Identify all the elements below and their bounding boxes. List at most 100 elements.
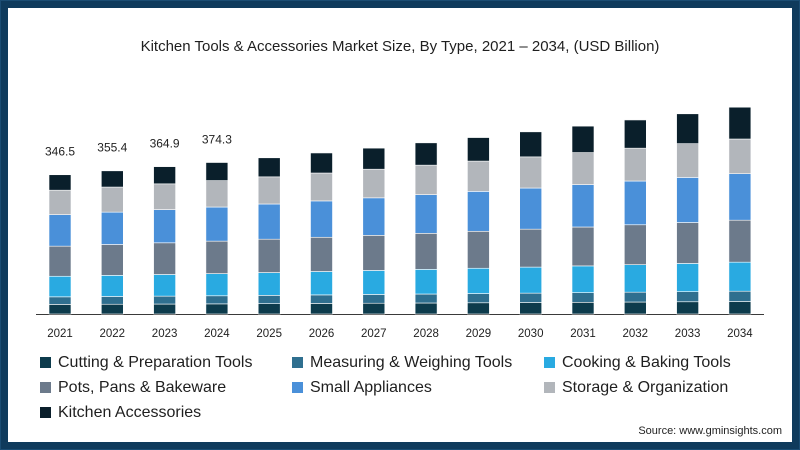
- bar-segment-small-appliances-2024: [205, 206, 229, 242]
- bar-segment-cutting-preparation-tools-2029: [467, 302, 490, 315]
- x-tick-label: 2023: [152, 328, 178, 340]
- source-note: Source: www.gminsights.com: [638, 425, 782, 437]
- bar-segment-small-appliances-2028: [414, 194, 438, 234]
- bar-segment-cooking-baking-tools-2031: [571, 265, 595, 293]
- x-tick-label: 2029: [466, 328, 492, 340]
- legend-swatch: [292, 382, 303, 393]
- bar-segment-pots-pans-bakeware-2031: [571, 226, 595, 267]
- bar-segment-cutting-preparation-tools-2026: [310, 303, 333, 315]
- legend-label: Pots, Pans & Bakeware: [58, 378, 227, 396]
- bar-segment-cooking-baking-tools-2034: [728, 261, 752, 292]
- bar-segment-kitchen-accessories-2031: [571, 125, 595, 153]
- bar-segment-kitchen-accessories-2022: [101, 170, 124, 188]
- x-tick-label: 2027: [361, 328, 387, 340]
- bar-segment-cooking-baking-tools-2026: [310, 271, 333, 296]
- total-data-label: 374.3: [202, 132, 232, 146]
- bar-segment-measuring-weighing-tools-2021: [48, 296, 72, 305]
- bar-segment-kitchen-accessories-2026: [310, 152, 333, 174]
- bar-segment-kitchen-accessories-2027: [362, 147, 386, 170]
- legend-item: Kitchen Accessories: [40, 402, 292, 423]
- bar-segment-cutting-preparation-tools-2028: [414, 302, 438, 315]
- bar-segment-cooking-baking-tools-2022: [101, 275, 124, 297]
- bar-segment-measuring-weighing-tools-2028: [414, 293, 438, 304]
- x-tick-label: 2022: [100, 328, 126, 340]
- bar-segment-pots-pans-bakeware-2034: [728, 219, 752, 263]
- chart-panel: Kitchen Tools & Accessories Market Size,…: [8, 8, 792, 442]
- bar-segment-kitchen-accessories-2030: [519, 131, 543, 158]
- bar-segment-storage-organization-2031: [571, 152, 595, 185]
- legend-swatch: [544, 357, 555, 368]
- bar-segment-cooking-baking-tools-2029: [467, 267, 490, 294]
- legend-swatch: [292, 357, 303, 368]
- legend-item: Pots, Pans & Bakeware: [40, 377, 292, 398]
- bar-segment-storage-organization-2021: [48, 189, 72, 215]
- bar-segment-cooking-baking-tools-2027: [362, 270, 386, 295]
- legend-item: Small Appliances: [292, 377, 544, 398]
- bar-segment-kitchen-accessories-2034: [728, 106, 752, 140]
- legend-item: Cooking & Baking Tools: [544, 352, 780, 373]
- legend-item: Measuring & Weighing Tools: [292, 352, 544, 373]
- bar-segment-cutting-preparation-tools-2021: [48, 304, 72, 315]
- bar-segment-cutting-preparation-tools-2023: [153, 303, 176, 315]
- legend-item: Cutting & Preparation Tools: [40, 352, 292, 373]
- bar-segment-measuring-weighing-tools-2025: [257, 295, 281, 304]
- legend-swatch: [40, 382, 51, 393]
- bar-segment-small-appliances-2033: [676, 177, 699, 223]
- chart-legend: Cutting & Preparation Tools Measuring & W…: [40, 352, 780, 423]
- bar-segment-cooking-baking-tools-2023: [153, 274, 176, 297]
- x-tick-label: 2034: [727, 328, 753, 340]
- bar-segment-measuring-weighing-tools-2024: [205, 295, 229, 305]
- x-tick-label: 2024: [204, 328, 230, 340]
- bar-segment-measuring-weighing-tools-2026: [310, 294, 333, 304]
- bar-segment-pots-pans-bakeware-2025: [257, 238, 281, 273]
- bar-segment-small-appliances-2027: [362, 197, 386, 236]
- bar-segment-cutting-preparation-tools-2025: [257, 303, 281, 315]
- bar-segment-small-appliances-2025: [257, 203, 281, 240]
- bar-segment-cutting-preparation-tools-2024: [205, 303, 229, 315]
- bar-segment-kitchen-accessories-2032: [623, 119, 647, 149]
- bar-segment-storage-organization-2026: [310, 172, 333, 202]
- bar-segment-small-appliances-2029: [467, 191, 490, 232]
- total-data-label: 346.5: [45, 145, 75, 159]
- bar-segment-small-appliances-2023: [153, 209, 176, 244]
- total-data-label: 364.9: [150, 136, 180, 150]
- bar-segment-cooking-baking-tools-2028: [414, 269, 438, 295]
- bar-segment-storage-organization-2025: [257, 176, 281, 205]
- legend-label: Small Appliances: [310, 378, 432, 396]
- bar-segment-small-appliances-2031: [571, 184, 595, 228]
- bar-segment-kitchen-accessories-2029: [467, 137, 490, 162]
- bar-segment-pots-pans-bakeware-2027: [362, 235, 386, 271]
- bar-segment-pots-pans-bakeware-2030: [519, 228, 543, 268]
- bar-segment-storage-organization-2024: [205, 180, 229, 208]
- bar-segment-kitchen-accessories-2023: [153, 166, 176, 185]
- legend-label: Measuring & Weighing Tools: [310, 353, 513, 371]
- bar-segment-cooking-baking-tools-2033: [676, 263, 699, 292]
- bar-segment-pots-pans-bakeware-2032: [623, 224, 647, 265]
- legend-label: Cooking & Baking Tools: [562, 353, 731, 371]
- legend-swatch: [544, 382, 555, 393]
- chart-title: Kitchen Tools & Accessories Market Size,…: [140, 38, 660, 55]
- bar-segment-measuring-weighing-tools-2030: [519, 292, 543, 303]
- total-data-label: 355.4: [97, 141, 127, 155]
- bar-segment-kitchen-accessories-2028: [414, 142, 438, 166]
- stacked-bar-chart: 2021 346.5 2022 355.4 2023 364.9 2024 374.3 2025…: [36, 106, 764, 340]
- bar-segment-cooking-baking-tools-2024: [205, 273, 229, 297]
- bar-segment-cutting-preparation-tools-2022: [101, 303, 124, 315]
- bar-segment-cooking-baking-tools-2030: [519, 266, 543, 294]
- bar-segment-small-appliances-2030: [519, 187, 543, 230]
- bar-segment-storage-organization-2029: [467, 160, 490, 192]
- bar-segment-measuring-weighing-tools-2032: [623, 291, 647, 303]
- bar-segment-pots-pans-bakeware-2028: [414, 233, 438, 270]
- legend-label: Kitchen Accessories: [58, 403, 202, 421]
- bar-segment-cutting-preparation-tools-2033: [676, 301, 699, 315]
- legend-label: Storage & Organization: [562, 378, 729, 396]
- bar-segment-cutting-preparation-tools-2032: [623, 301, 647, 315]
- bar-segment-kitchen-accessories-2033: [676, 113, 699, 144]
- bar-segment-pots-pans-bakeware-2024: [205, 240, 229, 274]
- bar-segment-measuring-weighing-tools-2023: [153, 295, 176, 305]
- x-tick-label: 2028: [413, 328, 439, 340]
- legend-item: Storage & Organization: [544, 377, 780, 398]
- bar-segment-kitchen-accessories-2025: [257, 157, 281, 178]
- bar-segment-pots-pans-bakeware-2022: [101, 244, 124, 276]
- bar-segment-storage-organization-2034: [728, 138, 752, 174]
